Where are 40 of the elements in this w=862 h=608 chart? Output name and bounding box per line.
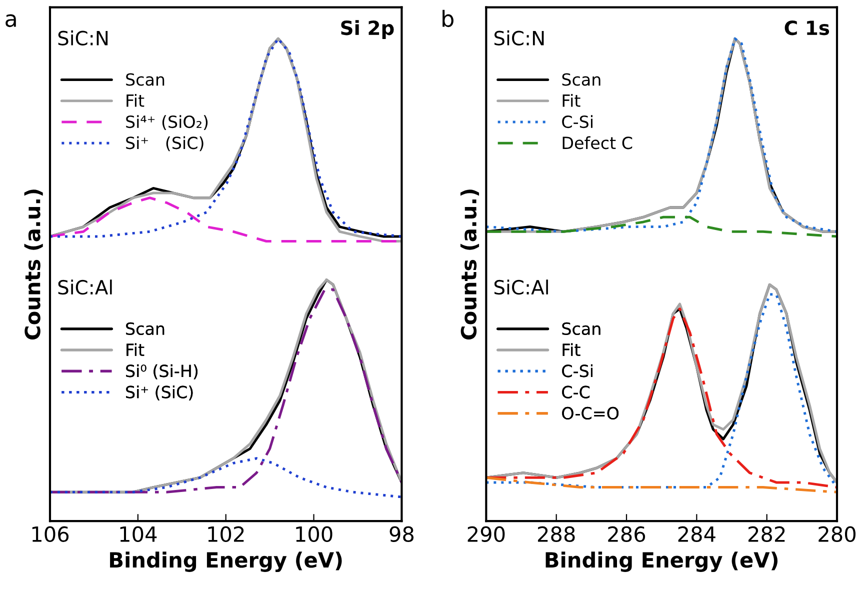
y-axis-title: Counts (a.u.) bbox=[460, 190, 480, 340]
legend-label: Scan bbox=[562, 322, 600, 335]
legend-label: Si⁺ (SiC) bbox=[126, 385, 193, 400]
x-tick-label: 290 bbox=[468, 526, 505, 542]
legend-label: Si⁺ (SiC) bbox=[126, 136, 204, 152]
annotation: SiC:N bbox=[494, 30, 544, 46]
legend-label: Fit bbox=[562, 94, 580, 107]
x-tick-label: 104 bbox=[120, 526, 157, 542]
x-tick-label: 98 bbox=[390, 526, 414, 542]
x-tick-label: 100 bbox=[296, 526, 332, 542]
text: b bbox=[442, 10, 454, 28]
legend-label: Si⁴⁺ (SiO₂) bbox=[126, 115, 208, 130]
text: a bbox=[6, 14, 16, 28]
legend-label: O-C=O bbox=[562, 406, 619, 420]
x-tick-label: 282 bbox=[748, 526, 785, 542]
annotation: Si 2p bbox=[341, 20, 394, 39]
x-axis-title: Binding Energy (eV) bbox=[546, 552, 778, 572]
annotation: SiC:Al bbox=[494, 280, 548, 295]
x-tick-label: 286 bbox=[608, 526, 646, 542]
x-axis-title: Binding Energy (eV) bbox=[110, 552, 342, 572]
x-tick-label: 280 bbox=[818, 526, 856, 542]
legend-label: Scan bbox=[126, 73, 164, 86]
x-tick-label: 102 bbox=[208, 526, 244, 542]
y-axis-title: Counts (a.u.) bbox=[24, 190, 43, 340]
legend-label: Fit bbox=[562, 343, 580, 356]
text: C 1s bbox=[784, 20, 830, 36]
x-tick-label: 288 bbox=[538, 526, 575, 542]
annotation: SiC:Al bbox=[58, 280, 112, 295]
legend-label: Scan bbox=[126, 322, 164, 335]
legend-label: Si⁰ (Si-H) bbox=[126, 364, 198, 380]
legend-label: C-Si bbox=[562, 115, 592, 128]
annotation: SiC:N bbox=[58, 30, 108, 46]
legend-label: Fit bbox=[126, 94, 144, 107]
legend-label: Defect C bbox=[562, 136, 632, 150]
x-tick-label: 106 bbox=[32, 526, 69, 542]
legend-label: Fit bbox=[126, 343, 144, 356]
legend-label: C-Si bbox=[562, 364, 592, 378]
x-tick-label: 284 bbox=[678, 526, 716, 542]
legend-label: Scan bbox=[562, 73, 600, 86]
legend-label: C-C bbox=[562, 386, 590, 398]
